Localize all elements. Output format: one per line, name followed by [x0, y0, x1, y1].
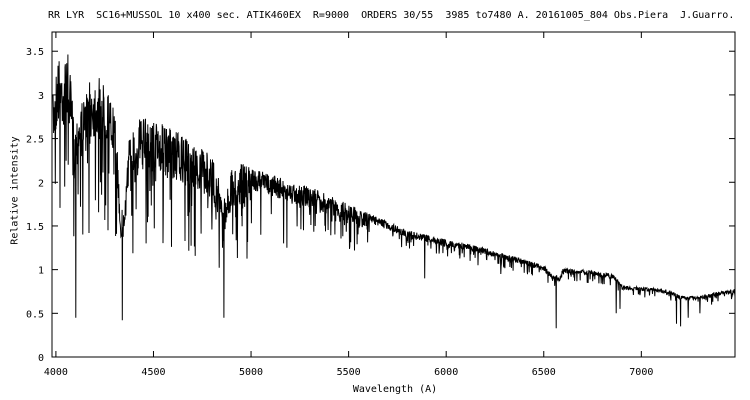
y-tick-label: 2.5: [26, 135, 44, 146]
y-tick-label: 2: [38, 178, 44, 189]
plot-frame: [51, 31, 736, 358]
x-tick-label: 6500: [532, 367, 556, 378]
chart-title: RR LYR SC16+MUSSOL 10 x400 sec. ATIK460E…: [48, 10, 735, 21]
y-tick-label: 0: [38, 353, 44, 364]
y-tick-label: 3.5: [26, 47, 44, 58]
y-tick-label: 3: [38, 91, 44, 102]
spectrum-line: [52, 54, 736, 329]
x-tick-label: 5000: [239, 367, 263, 378]
x-tick-label: 5500: [337, 367, 361, 378]
y-tick-label: 1.5: [26, 222, 44, 233]
x-tick-label: 6000: [434, 367, 458, 378]
x-tick-label: 4000: [44, 367, 68, 378]
x-axis-label: Wavelength (A): [352, 384, 438, 395]
y-tick-label: 1: [38, 266, 44, 277]
x-tick-label: 7000: [629, 367, 653, 378]
y-tick-label: 0.5: [26, 309, 44, 320]
x-tick-label: 4500: [141, 367, 165, 378]
